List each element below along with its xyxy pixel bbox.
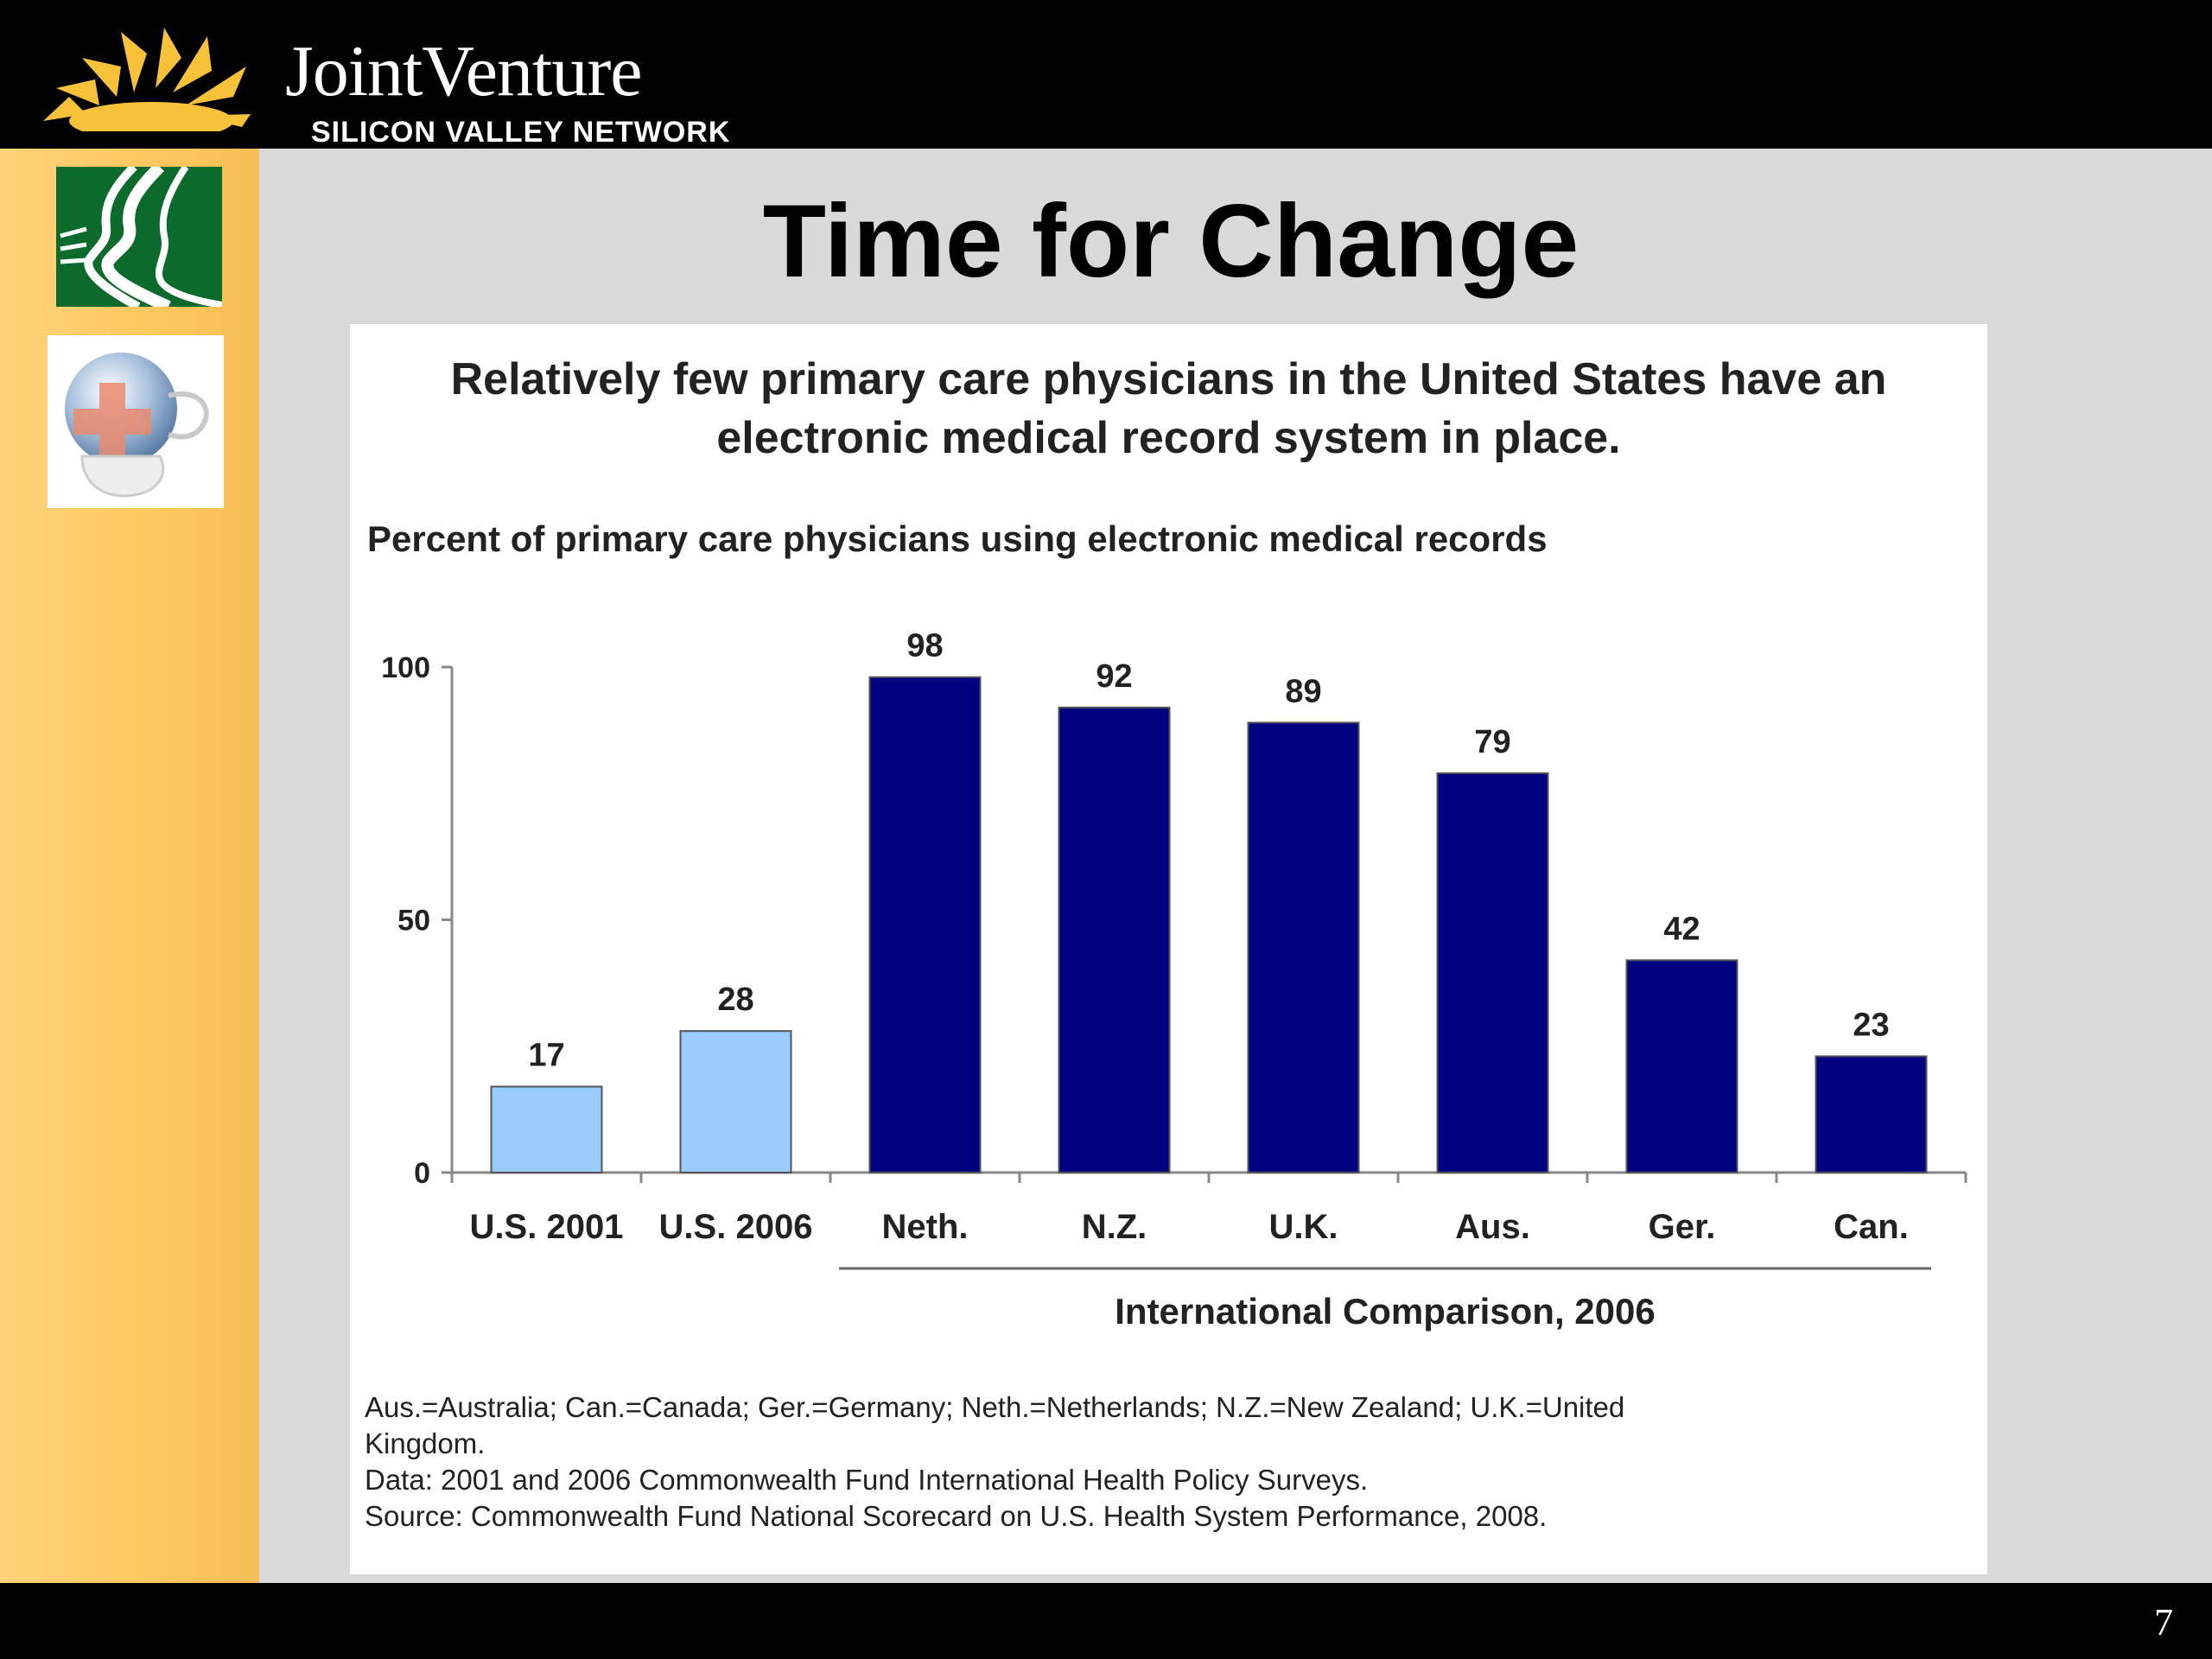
category-label: U.S. 2006 xyxy=(659,1208,813,1246)
y-tick-label: 100 xyxy=(381,652,430,684)
sun-icon xyxy=(43,28,251,131)
footnote-data: Data: 2001 and 2006 Commonwealth Fund In… xyxy=(365,1464,1369,1496)
category-label: Neth. xyxy=(882,1208,969,1246)
footnotes: Aus.=Australia; Can.=Canada; Ger.=German… xyxy=(365,1389,1747,1535)
bar xyxy=(1625,959,1738,1173)
y-tick-label: 50 xyxy=(397,905,430,938)
data-label: 92 xyxy=(1096,658,1132,695)
chart-subtitle: Percent of primary care physicians using… xyxy=(367,518,1548,559)
page-number: 7 xyxy=(2154,1601,2173,1643)
faces-profile-icon xyxy=(56,162,223,313)
category-label: Ger. xyxy=(1649,1208,1716,1246)
brand-name: JointVenture xyxy=(285,31,643,111)
data-label: 28 xyxy=(717,982,753,1018)
category-label: N.Z. xyxy=(1082,1208,1147,1246)
brand-subtitle: SILICON VALLEY NETWORK xyxy=(311,116,731,149)
category-label: U.S. 2001 xyxy=(470,1208,624,1246)
top-bar: JointVenture SILICON VALLEY NETWORK xyxy=(0,0,2212,149)
bar xyxy=(868,676,982,1173)
data-label: 42 xyxy=(1663,911,1700,947)
footnote-abbreviations: Aus.=Australia; Can.=Canada; Ger.=German… xyxy=(365,1391,1625,1459)
category-label: U.K. xyxy=(1269,1208,1338,1246)
bottom-bar: 7 xyxy=(0,1583,2212,1659)
group-label: International Comparison, 2006 xyxy=(1115,1291,1656,1332)
data-label: 98 xyxy=(906,628,943,664)
bar xyxy=(1247,721,1360,1174)
category-label: Can. xyxy=(1834,1208,1909,1246)
bar xyxy=(1058,706,1171,1173)
chart-headline: Relatively few primary care physicians i… xyxy=(450,354,1887,463)
slide-title: Time for Change xyxy=(762,183,1580,299)
jointventure-logo: JointVenture SILICON VALLEY NETWORK xyxy=(35,19,729,149)
bar xyxy=(679,1030,792,1174)
data-label: 79 xyxy=(1474,724,1510,760)
bar xyxy=(1436,772,1549,1173)
globe-medical-cross-icon xyxy=(48,335,224,508)
footnote-source: Source: Commonwealth Fund National Score… xyxy=(365,1500,1548,1532)
data-label: 17 xyxy=(528,1038,564,1074)
data-label: 89 xyxy=(1285,673,1321,709)
category-label: Aus. xyxy=(1455,1208,1530,1246)
bar xyxy=(1815,1055,1928,1174)
data-label: 23 xyxy=(1853,1007,1889,1043)
chart-card: Relatively few primary care physicians i… xyxy=(350,324,1987,1574)
bar-chart: 0 50 100 17 U.S. 2001 28 U.S. 2006 98 Neth. 92 N.Z… xyxy=(381,628,1967,1332)
bar xyxy=(490,1085,603,1173)
y-tick-label: 0 xyxy=(414,1157,430,1190)
